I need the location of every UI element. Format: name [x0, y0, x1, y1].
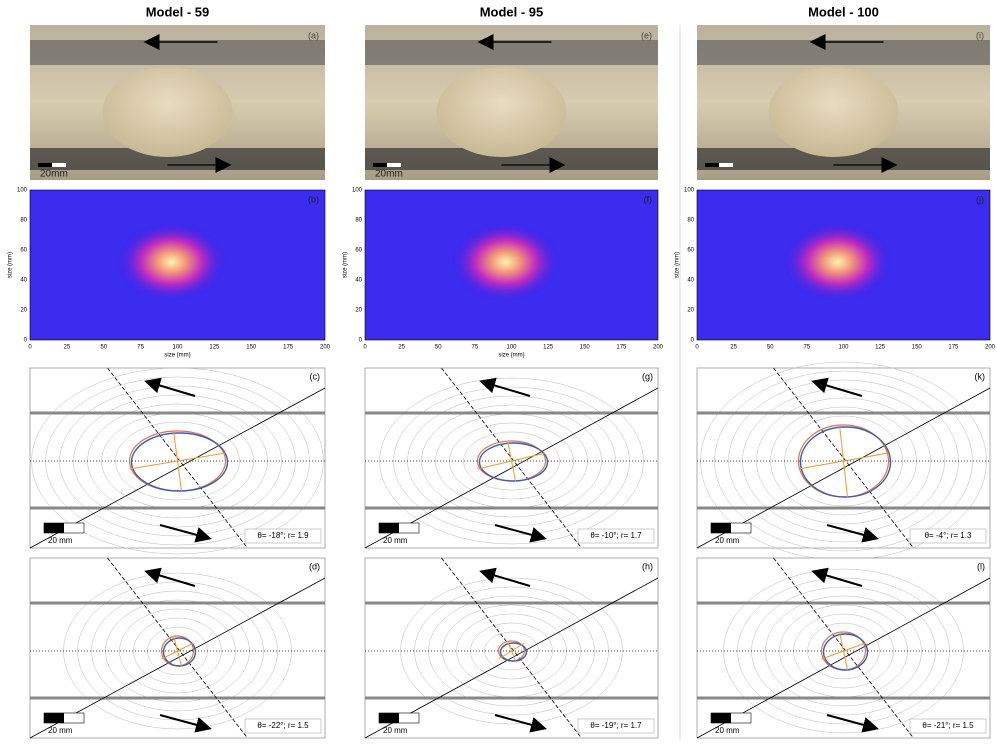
x-tick-label: 25	[64, 345, 71, 351]
y-axis-label: size (mm)	[8, 252, 14, 278]
photo-band	[30, 40, 325, 65]
x-tick-label: 50	[435, 345, 442, 351]
scale-box	[379, 523, 399, 533]
y-axis-label: size (mm)	[343, 252, 349, 278]
x-tick-label: 50	[100, 345, 107, 351]
photo-mound	[769, 67, 899, 157]
x-tick-label: 100	[506, 345, 517, 351]
y-tick-label: 40	[355, 278, 362, 284]
x-tick-label: 25	[398, 345, 405, 351]
scale-bar	[387, 163, 401, 167]
scale-label: 20mm	[40, 169, 68, 180]
annotation: θ= -10°; r= 1.7	[590, 531, 642, 540]
scale-label: 20 mm	[48, 536, 73, 545]
y-tick-label: 100	[352, 188, 363, 194]
x-tick-label: 200	[320, 345, 331, 351]
x-tick-label: 75	[472, 345, 479, 351]
annotation: θ= -4°; r= 1.3	[925, 531, 972, 540]
height-map-peak	[783, 222, 893, 302]
y-tick-label: 60	[355, 248, 362, 254]
column-title: Model - 59	[146, 4, 210, 19]
panel-letter: (i)	[976, 30, 984, 40]
scale-bar	[52, 163, 66, 167]
panel-letter: (l)	[977, 561, 985, 571]
x-tick-label: 100	[172, 345, 183, 351]
x-tick-label: 100	[838, 345, 849, 351]
x-tick-label: 175	[283, 345, 294, 351]
x-tick-label: 50	[767, 345, 774, 351]
panel-letter: (c)	[310, 371, 321, 381]
height-map-peak	[451, 222, 561, 302]
panel-letter: (g)	[642, 371, 653, 381]
y-tick-label: 80	[355, 218, 362, 224]
x-tick-label: 150	[912, 345, 923, 351]
x-tick-label: 175	[948, 345, 959, 351]
figure: Model - 59 (a) 20mm (b) 0 25 50 75 100 125 150 175 2…	[0, 0, 997, 744]
y-tick-label: 60	[20, 248, 27, 254]
y-tick-label: 100	[684, 188, 695, 194]
scale-box	[379, 713, 399, 723]
y-tick-label: 20	[20, 308, 27, 314]
x-tick-label: 75	[804, 345, 811, 351]
x-tick-label: 200	[653, 345, 664, 351]
x-tick-label: 25	[730, 345, 737, 351]
scale-label: 20 mm	[383, 726, 408, 735]
y-tick-label: 60	[687, 248, 694, 254]
y-tick-label: 20	[687, 308, 694, 314]
y-axis-label: size (mm)	[675, 252, 681, 278]
panel-letter: (h)	[642, 561, 653, 571]
panel-letter: (b)	[308, 194, 319, 204]
scale-label: 20mm	[375, 169, 403, 180]
panel-letter: (k)	[975, 371, 986, 381]
x-tick-label: 150	[580, 345, 591, 351]
scale-box	[711, 523, 731, 533]
y-tick-label: 0	[359, 338, 363, 344]
scale-box	[44, 523, 64, 533]
scale-box	[44, 713, 64, 723]
x-tick-label: 125	[875, 345, 886, 351]
y-tick-label: 40	[687, 278, 694, 284]
scale-label: 20 mm	[715, 536, 740, 545]
photo-mound	[103, 67, 233, 157]
y-tick-label: 20	[355, 308, 362, 314]
panel-letter: (j)	[976, 194, 984, 204]
annotation: θ= -21°; r= 1.5	[922, 721, 974, 730]
y-tick-label: 40	[20, 278, 27, 284]
column-title: Model - 100	[808, 4, 879, 19]
scale-label: 20 mm	[48, 726, 73, 735]
scale-bar	[719, 163, 733, 167]
photo-band	[365, 40, 658, 65]
x-tick-label: 125	[209, 345, 220, 351]
annotation: θ= -18°; r= 1.9	[257, 531, 309, 540]
x-tick-label: 0	[363, 345, 367, 351]
x-axis-label: size (mm)	[164, 353, 190, 359]
x-tick-label: 150	[246, 345, 257, 351]
scale-label: 20 mm	[383, 536, 408, 545]
x-tick-label: 75	[137, 345, 144, 351]
y-tick-label: 0	[691, 338, 695, 344]
annotation: θ= -22°; r= 1.5	[257, 721, 309, 730]
annotation: θ= -19°; r= 1.7	[590, 721, 642, 730]
height-map-peak	[117, 222, 227, 302]
y-tick-label: 0	[24, 338, 28, 344]
scale-box	[711, 713, 731, 723]
x-tick-label: 125	[543, 345, 554, 351]
panel-letter: (e)	[641, 30, 652, 40]
panel-letter: (f)	[644, 194, 653, 204]
panel-letter: (a)	[308, 30, 319, 40]
photo-mound	[437, 67, 567, 157]
scale-label: 20 mm	[715, 726, 740, 735]
column-title: Model - 95	[480, 4, 544, 19]
x-tick-label: 175	[616, 345, 627, 351]
x-tick-label: 0	[28, 345, 32, 351]
x-axis-label: size (mm)	[498, 353, 524, 359]
y-tick-label: 80	[20, 218, 27, 224]
photo-band	[697, 40, 990, 65]
y-tick-label: 80	[687, 218, 694, 224]
panel-letter: (d)	[309, 561, 320, 571]
x-tick-label: 200	[985, 345, 996, 351]
x-tick-label: 0	[695, 345, 699, 351]
y-tick-label: 100	[17, 188, 28, 194]
